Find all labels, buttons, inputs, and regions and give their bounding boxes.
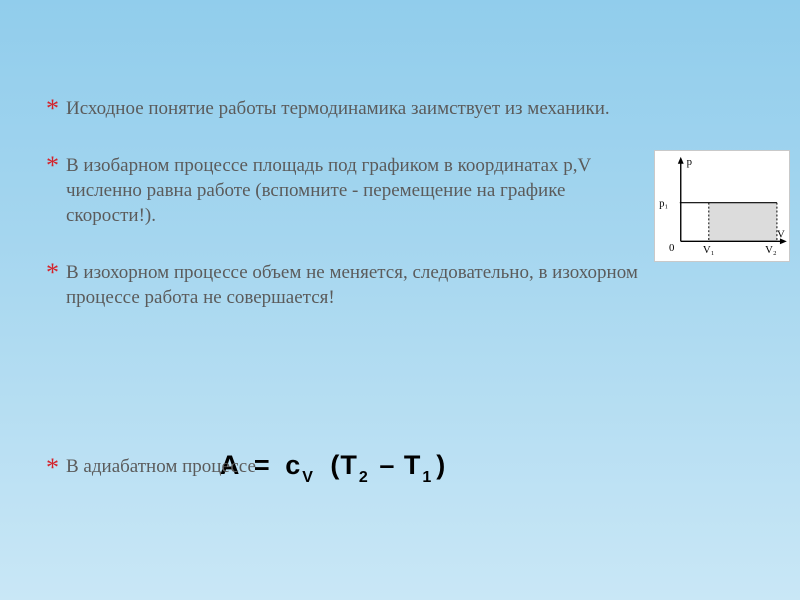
bullet-1-text: Исходное понятие работы термодинамика за…	[66, 98, 610, 119]
bullet-1: Исходное понятие работы термодинамика за…	[46, 96, 646, 121]
formula-eq: =	[254, 450, 271, 480]
bullet-3-text: В изохорном процессе объем не меняется, …	[66, 262, 638, 308]
bullet-2: В изобарном процессе площадь под графико…	[46, 153, 656, 228]
svg-text:p: p	[687, 156, 692, 168]
bullet-2-text: В изобарном процессе площадь под графико…	[66, 155, 591, 226]
formula-coef: c	[285, 450, 301, 480]
formula-open: (T	[330, 450, 357, 480]
svg-text:V: V	[777, 228, 785, 240]
pv-chart-svg: p Vp₁ V₁ V₂ 0	[655, 151, 789, 261]
formula-coef-sub: V	[302, 469, 314, 486]
svg-text:V₂: V₂	[765, 244, 777, 256]
svg-text:V₁: V₁	[703, 244, 715, 256]
formula-sub2: 1	[422, 469, 432, 486]
formula-close: )	[436, 450, 446, 480]
formula-sub1: 2	[359, 469, 369, 486]
bullet-3: В изохорном процессе объем не меняется, …	[46, 260, 646, 310]
pv-chart: p Vp₁ V₁ V₂ 0	[654, 150, 790, 262]
svg-text:p₁: p₁	[659, 198, 668, 210]
bullet-4-text: В адиабатном процессе	[66, 456, 256, 477]
svg-text:0: 0	[669, 242, 674, 254]
bullet-list: Исходное понятие работы термодинамика за…	[46, 96, 646, 342]
bullet-4: В адиабатном процессе	[46, 455, 256, 480]
formula-minus: – T	[371, 450, 422, 480]
formula-row: В адиабатном процессе A = cV (T2 – T1)	[46, 450, 746, 485]
